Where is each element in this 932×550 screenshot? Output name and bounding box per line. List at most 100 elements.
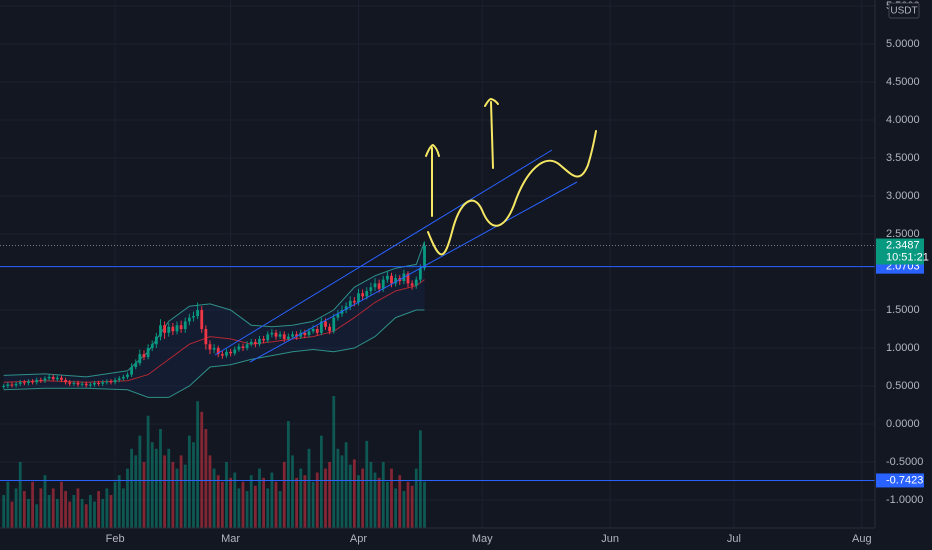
volume-bar xyxy=(101,498,105,528)
y-tick-label: 5.0000 xyxy=(886,38,920,50)
candle-body xyxy=(410,283,414,286)
candle-body xyxy=(249,341,253,345)
volume-bar xyxy=(27,498,30,528)
volume-bar xyxy=(357,475,360,528)
y-tick-label: 4.0000 xyxy=(886,114,920,126)
level-label: -0.7423 xyxy=(886,474,923,486)
candle-body xyxy=(357,293,360,303)
volume-bar xyxy=(282,462,286,528)
candle-body xyxy=(208,344,212,350)
candle-body xyxy=(80,383,84,385)
arrow-up-2 xyxy=(484,97,499,169)
candle-body xyxy=(365,291,369,297)
y-tick-label: -1.0000 xyxy=(886,494,923,506)
candle-body xyxy=(126,374,129,377)
candle-body xyxy=(150,344,154,349)
candle-body xyxy=(200,310,204,330)
candle-body xyxy=(418,268,422,280)
volume-bar xyxy=(299,468,303,528)
y-tick-label: -0.5000 xyxy=(886,456,923,468)
candle-body xyxy=(10,384,14,386)
volume-bar xyxy=(93,501,96,528)
volume-bar xyxy=(245,491,249,528)
volume-bar xyxy=(365,440,369,528)
candle-body xyxy=(47,376,51,379)
volume-bar xyxy=(14,488,18,528)
candle-body xyxy=(315,329,319,333)
candle-body xyxy=(328,326,332,332)
candle-body xyxy=(101,382,105,384)
candle-body xyxy=(319,321,323,333)
candle-body xyxy=(324,321,327,327)
volume-bar xyxy=(262,477,266,528)
volume-bar xyxy=(311,481,315,528)
countdown: 10:51:21 xyxy=(886,251,929,263)
volume-bar xyxy=(175,468,179,528)
candle-body xyxy=(282,334,286,339)
candle-body xyxy=(159,325,162,337)
candle-body xyxy=(142,354,146,358)
candle-body xyxy=(344,306,348,311)
x-tick-label: May xyxy=(472,533,493,545)
candle-body xyxy=(253,341,257,345)
volume-bar xyxy=(241,481,245,528)
volume-bar xyxy=(84,504,88,528)
candle-body xyxy=(229,351,233,354)
volume-bar xyxy=(39,488,43,528)
volume-bar xyxy=(303,475,307,528)
volume-bar xyxy=(373,472,377,528)
volume-bar xyxy=(332,396,336,528)
lines-layer xyxy=(0,245,875,481)
candle-body xyxy=(385,275,389,280)
channel-upper xyxy=(214,149,553,356)
quote-unit: USDT xyxy=(890,6,917,17)
volume-bar xyxy=(361,468,365,528)
volume-bar xyxy=(270,472,274,528)
candle-body xyxy=(55,377,59,380)
candle-body xyxy=(27,381,30,383)
candle-body xyxy=(286,336,290,339)
candle-body xyxy=(146,348,150,358)
volume-bar xyxy=(142,462,146,528)
volume-bar xyxy=(138,435,142,528)
volume-bar xyxy=(319,435,323,528)
y-tick-label: 1.0000 xyxy=(886,342,920,354)
x-tick-label: Feb xyxy=(106,533,125,545)
candle-body xyxy=(154,336,158,345)
volume-bar xyxy=(134,455,138,528)
candle-body xyxy=(31,381,34,383)
y-tick-label: 4.5000 xyxy=(886,76,920,88)
volume-bar xyxy=(171,462,175,528)
candle-body xyxy=(369,287,373,292)
volume-bar xyxy=(204,429,208,528)
candle-body xyxy=(295,334,299,337)
current-price-box xyxy=(876,238,924,265)
candle-body xyxy=(163,325,167,333)
volume-bar xyxy=(369,462,373,528)
candle-body xyxy=(2,386,6,388)
volume-bar xyxy=(2,495,6,528)
candle-body xyxy=(299,332,303,337)
candle-body xyxy=(88,384,92,386)
candle-body xyxy=(377,283,381,289)
candle-body xyxy=(171,326,175,332)
candle-body xyxy=(35,379,39,383)
candle-body xyxy=(406,273,410,284)
candle-body xyxy=(266,334,270,341)
volume-bar xyxy=(381,462,385,528)
volume-bar xyxy=(348,464,352,528)
volume-bar xyxy=(208,455,212,528)
x-tick-label: Jul xyxy=(727,533,741,545)
volume-bar xyxy=(31,481,34,528)
volume-bar xyxy=(249,475,253,528)
candle-body xyxy=(225,351,228,356)
volume-bar xyxy=(216,475,220,528)
band-upper xyxy=(3,241,425,378)
volume-bar xyxy=(377,477,381,528)
volume-bar xyxy=(146,415,150,528)
volume-bar xyxy=(253,485,257,528)
volume-bar xyxy=(35,504,39,528)
candle-body xyxy=(167,326,171,333)
volume-bar xyxy=(336,448,340,528)
